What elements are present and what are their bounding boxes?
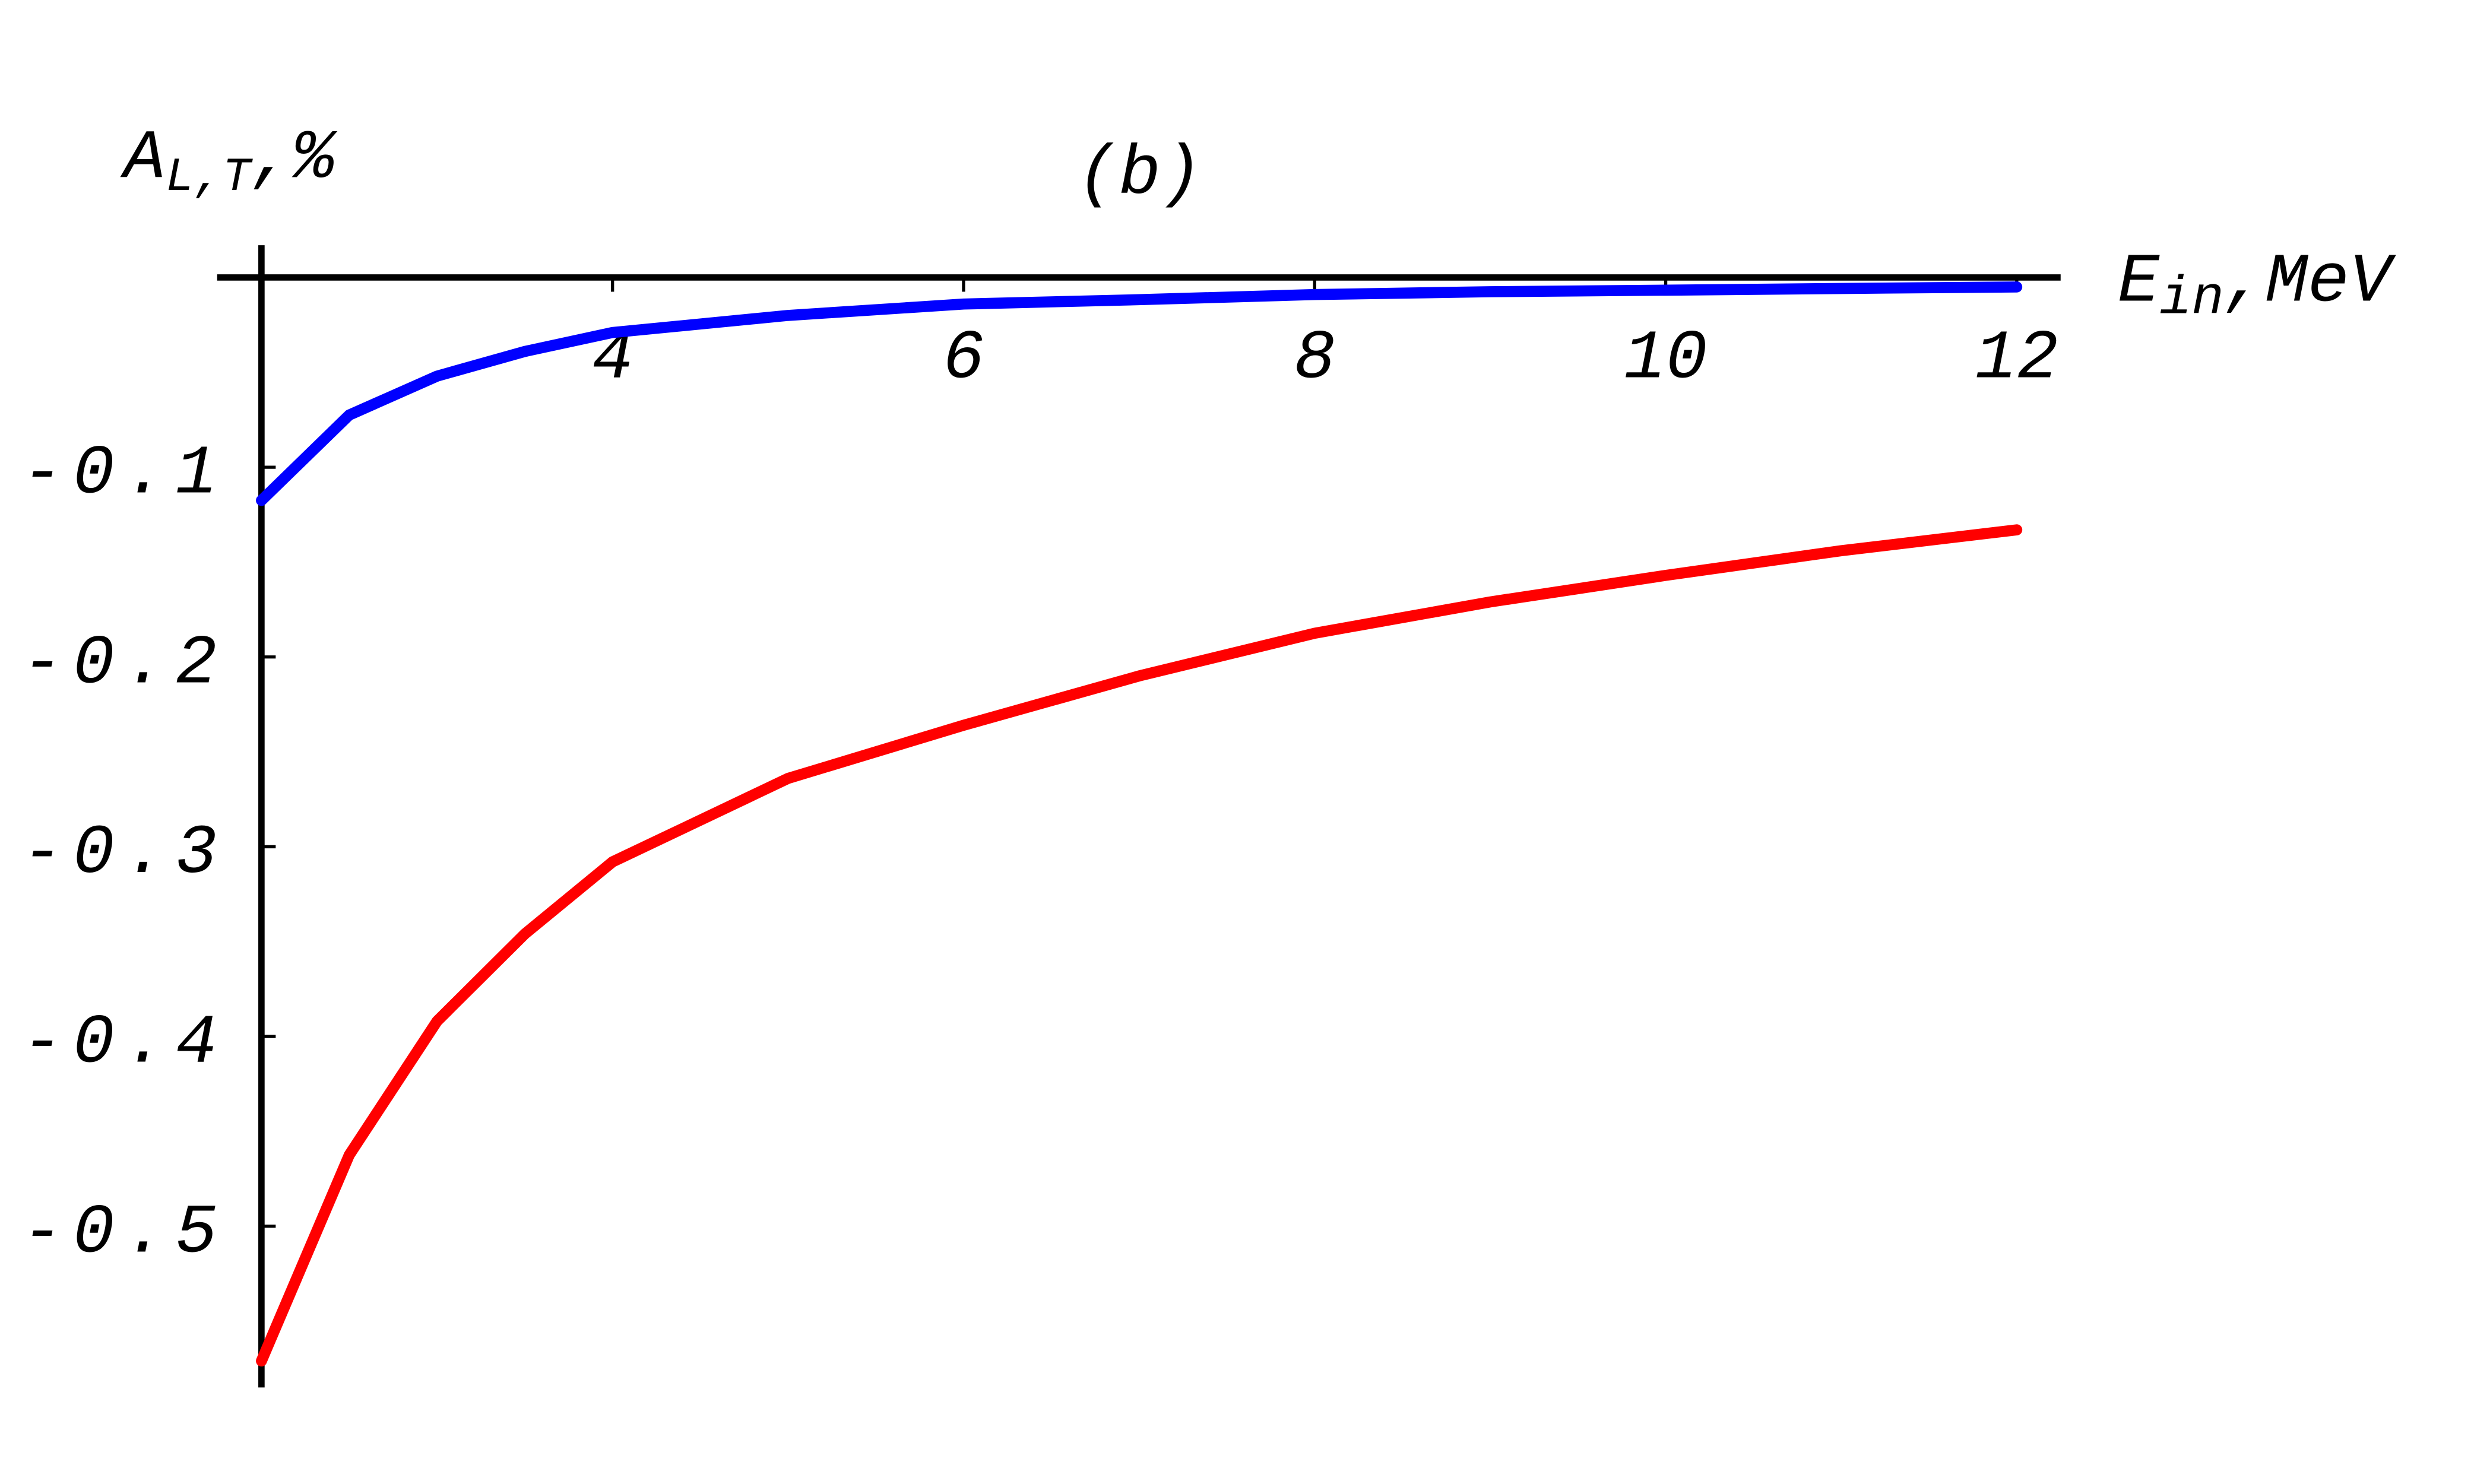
y-label-sub: L,T <box>166 151 254 205</box>
x-label-suffix: ,MeV <box>2224 243 2396 322</box>
y-label-main: A <box>119 120 165 199</box>
x-tick-label: 8 <box>1294 319 1335 398</box>
x-tick-label: 10 <box>1624 319 1708 398</box>
x-tick-label: 6 <box>943 319 984 398</box>
y-tick-label: -0.1 <box>21 435 226 514</box>
x-tick-label: 12 <box>1975 319 2058 398</box>
y-axis-label: AL,T,% <box>119 120 338 205</box>
x-label-main: E <box>2118 243 2160 322</box>
y-tick-label: -0.4 <box>21 1004 226 1083</box>
line-series <box>256 281 2023 506</box>
line-series <box>256 524 2023 1366</box>
x-axis-label: Ein,MeV <box>2118 243 2396 329</box>
y-tick-label: -0.3 <box>21 814 226 893</box>
annotation: (b) <box>1077 135 1202 214</box>
y-tick-label: -0.2 <box>21 624 226 703</box>
x-label-sub: in <box>2159 269 2224 330</box>
y-tick-label: -0.5 <box>21 1194 226 1273</box>
y-label-suffix: ,% <box>251 120 338 199</box>
